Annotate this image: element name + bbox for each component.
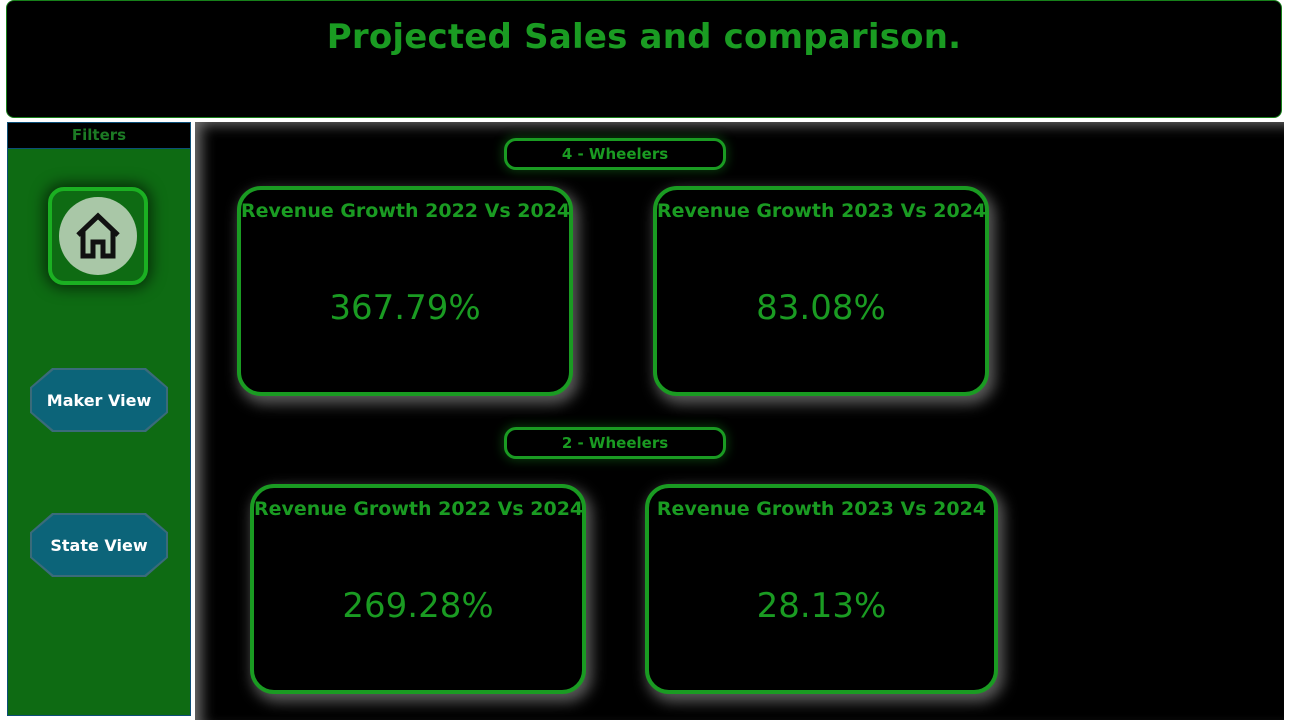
- revenue-card-4w-2022: Revenue Growth 2022 Vs 2024 367.79%: [237, 186, 573, 396]
- maker-view-button[interactable]: Maker View: [32, 370, 166, 430]
- page-title: Projected Sales and comparison.: [326, 17, 962, 57]
- card-title: Revenue Growth 2022 Vs 2024: [241, 200, 571, 222]
- card-title: Revenue Growth 2023 Vs 2024: [656, 498, 987, 520]
- header-banner: Projected Sales and comparison.: [6, 0, 1282, 118]
- card-value: 367.79%: [329, 288, 481, 328]
- filters-sidebar: Filters Maker View State View: [7, 122, 191, 716]
- revenue-card-2w-2022: Revenue Growth 2022 Vs 2024 269.28%: [250, 484, 586, 694]
- card-value: 269.28%: [342, 586, 494, 626]
- four-wheelers-label: 4 - Wheelers: [504, 138, 726, 170]
- filters-title: Filters: [8, 123, 190, 149]
- two-wheelers-label: 2 - Wheelers: [504, 427, 726, 459]
- state-view-button[interactable]: State View: [32, 515, 166, 575]
- card-value: 83.08%: [756, 288, 886, 328]
- home-button[interactable]: [48, 187, 148, 285]
- home-icon: [59, 197, 137, 275]
- revenue-card-2w-2023: Revenue Growth 2023 Vs 2024 28.13%: [645, 484, 998, 694]
- main-panel: 4 - Wheelers Revenue Growth 2022 Vs 2024…: [195, 122, 1284, 720]
- revenue-card-4w-2023: Revenue Growth 2023 Vs 2024 83.08%: [653, 186, 989, 396]
- card-value: 28.13%: [756, 586, 887, 626]
- card-title: Revenue Growth 2023 Vs 2024: [657, 200, 987, 222]
- card-title: Revenue Growth 2022 Vs 2024: [254, 498, 584, 520]
